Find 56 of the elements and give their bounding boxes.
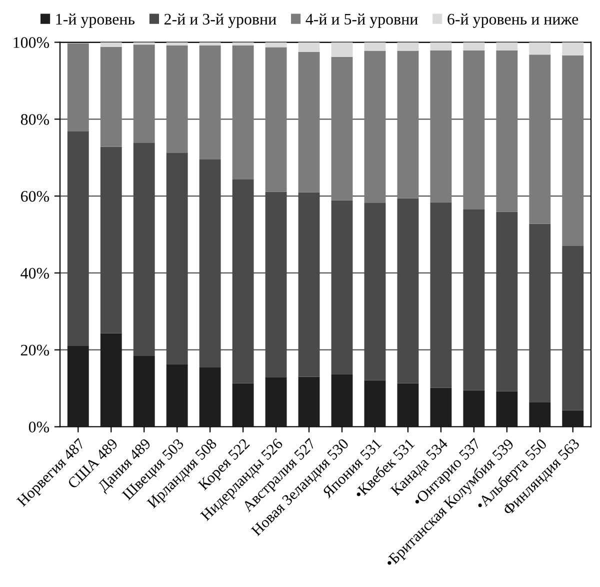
bar — [199, 368, 221, 427]
bar — [463, 390, 485, 427]
legend-label: 6-й уровень и ниже — [448, 14, 578, 28]
bar — [298, 52, 320, 192]
bar — [364, 50, 386, 203]
bar — [232, 42, 254, 46]
bar — [166, 364, 188, 427]
y-tick-label: 100% — [14, 37, 50, 48]
bar — [100, 46, 122, 147]
y-tick-label: 40% — [20, 268, 50, 279]
bar — [331, 56, 353, 200]
bar — [529, 42, 551, 55]
bar — [496, 391, 518, 427]
bar — [562, 55, 584, 246]
bar — [67, 43, 89, 132]
bar — [166, 42, 188, 46]
bar — [331, 374, 353, 427]
bar — [232, 383, 254, 427]
bar — [562, 410, 584, 427]
legend-label: 1-й уровень — [56, 14, 135, 28]
bar — [232, 45, 254, 180]
bar — [100, 42, 122, 47]
bar — [529, 402, 551, 427]
bar — [133, 44, 155, 143]
bar — [496, 42, 518, 50]
bar — [199, 42, 221, 46]
legend-label: 4-й и 5-й уровни — [306, 14, 418, 28]
bar — [463, 42, 485, 50]
bar — [562, 42, 584, 56]
bar — [166, 45, 188, 153]
bar — [397, 42, 419, 51]
bar — [298, 42, 320, 52]
y-tick-label: 20% — [21, 344, 50, 356]
y-tick-label: 60% — [20, 190, 50, 202]
bar — [364, 380, 386, 427]
bar — [364, 42, 386, 51]
legend-label: 2-й и 3-й уровни — [164, 14, 276, 28]
bar — [331, 42, 353, 57]
bar — [430, 50, 452, 202]
bar — [100, 333, 122, 427]
bar — [397, 383, 419, 427]
bar — [397, 50, 419, 198]
bar — [265, 47, 287, 192]
y-tick-label: 0% — [28, 422, 50, 432]
bar — [430, 42, 452, 50]
bar — [265, 378, 287, 427]
bar — [265, 42, 287, 48]
bar — [133, 356, 155, 427]
y-tick-label: 80% — [20, 114, 50, 125]
bar — [298, 376, 320, 427]
bar — [430, 388, 452, 427]
bar — [529, 54, 551, 224]
bar — [463, 50, 485, 210]
bar — [67, 346, 89, 427]
bar — [496, 50, 518, 212]
bar — [199, 45, 221, 160]
